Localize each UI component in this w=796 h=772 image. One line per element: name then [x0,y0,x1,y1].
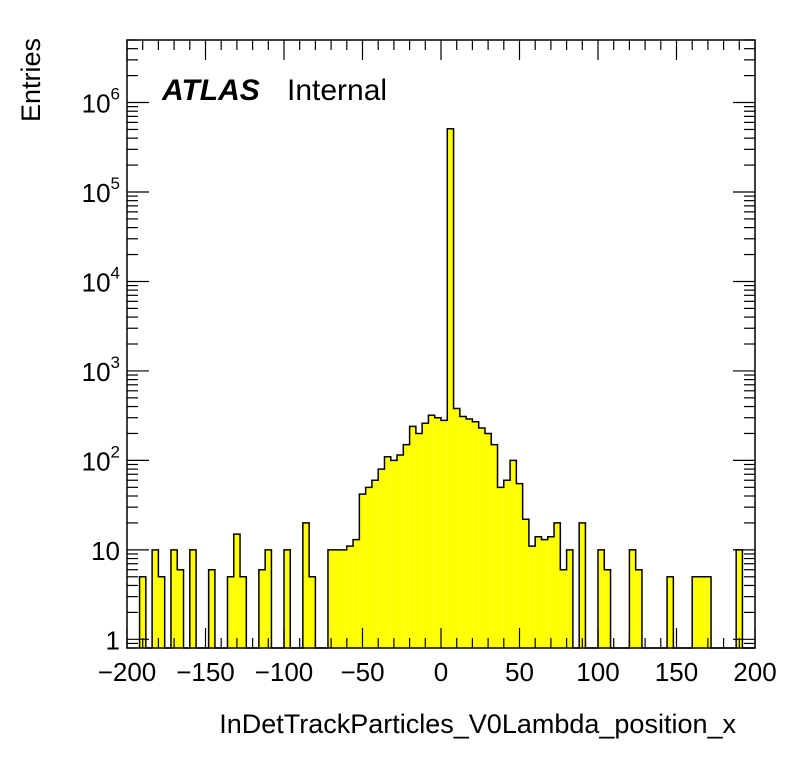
y-tick-label: 10 [91,536,120,566]
histogram-bar [384,456,391,648]
histogram-bar [447,128,454,649]
histogram-bar [635,569,642,648]
y-tick-label: 1 [106,625,120,655]
x-tick-label: 200 [733,657,776,687]
x-tick-label: −100 [255,657,314,687]
histogram-bars [139,128,743,649]
histogram-bar [510,460,517,648]
histogram-bar [560,569,567,648]
histogram-bar [334,549,341,648]
histogram-bar [441,420,448,648]
x-axis-title: InDetTrackParticles_V0Lambda_position_x [219,709,736,739]
x-tick-label: −150 [176,657,235,687]
y-axis-title: Entries [16,38,46,122]
histogram-bar [566,549,573,648]
axis-ticks [126,39,756,649]
histogram-bar [189,549,197,648]
histogram-bar [208,569,215,648]
histogram-bar [466,419,473,648]
histogram-bar [698,576,705,648]
internal-label: Internal [287,74,387,107]
histogram-bar [233,534,241,648]
histogram-bar [629,549,636,648]
histogram-bar [240,576,247,648]
histogram-bar [258,569,266,648]
histogram-bar [528,546,536,648]
histogram-bar [667,576,674,648]
histogram-bar [736,549,743,648]
y-tick-label: 105 [82,174,120,208]
histogram-bar [491,444,498,648]
x-tick-label: 100 [576,657,619,687]
x-tick-labels: −200 −150 −100 −50 0 50 100 150 200 [98,657,777,687]
histogram-bar [692,576,699,648]
x-tick-label: 0 [434,657,448,687]
x-tick-label: −200 [98,657,157,687]
histogram-bar [284,549,291,648]
histogram-bar [704,576,712,648]
histogram-bar [522,519,529,648]
histogram-bar [170,549,178,648]
histogram-bar [365,487,372,648]
histogram-bar [158,576,165,648]
atlas-label: ATLAS [161,74,260,107]
histogram-bar [484,433,492,648]
histogram-bar [434,417,441,648]
histogram-bar [598,549,605,648]
histogram-bar [403,444,410,648]
histogram-bar [265,549,272,648]
histogram-bar [422,423,429,648]
histogram-bar [302,522,310,648]
y-tick-labels: 1 10 102 103 104 105 106 [82,85,120,656]
x-tick-label: 150 [655,657,698,687]
histogram-bar [472,421,479,648]
histogram-bar [541,539,548,648]
histogram-bar [579,522,586,648]
histogram-bar [152,549,159,648]
y-tick-label: 103 [82,353,120,387]
histogram-bar [227,576,234,648]
histogram-bar [397,454,404,648]
histogram-bar [415,433,423,648]
histogram-bar [604,569,611,648]
histogram-bar [327,549,335,648]
histogram-bar [371,480,379,648]
histogram-bar [497,487,504,648]
y-tick-label: 106 [82,85,120,119]
x-tick-label: 50 [505,657,534,687]
histogram-bar [139,576,146,648]
histogram-bar [378,469,385,648]
histogram-bar [346,546,354,648]
histogram-bar [177,569,184,648]
histogram-bar [359,494,366,648]
histogram-bar [309,576,316,648]
y-tick-label: 102 [82,442,120,476]
x-tick-label: −50 [340,657,384,687]
histogram-bar [503,480,511,648]
histogram-bar [547,536,555,648]
histogram-bar [554,522,561,648]
histogram-bar [459,416,467,648]
y-tick-label: 104 [82,263,120,297]
histogram-bar [478,428,485,648]
histogram-bar [428,415,435,648]
histogram-bar [453,408,460,648]
histogram-bar [409,426,416,648]
histogram-bar [340,549,347,648]
histogram-bar [535,536,542,648]
histogram-bar [516,483,523,648]
histogram-bar [353,539,360,648]
histogram-bar [390,460,398,648]
